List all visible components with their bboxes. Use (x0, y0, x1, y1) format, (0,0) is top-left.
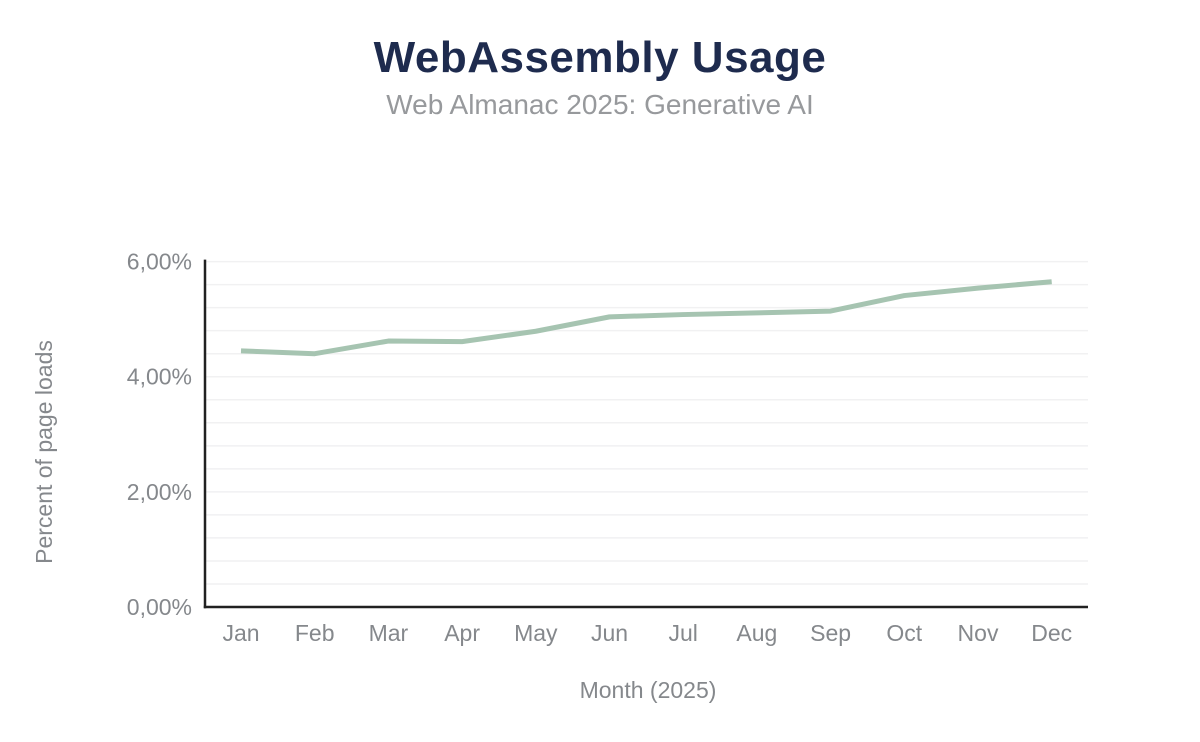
x-tick-label: Oct (886, 620, 922, 646)
x-tick-label: Jan (222, 620, 259, 646)
y-tick-label: 0,00% (127, 594, 192, 620)
x-tick-label: Nov (958, 620, 999, 646)
x-tick-label: Apr (444, 620, 480, 646)
chart-title: WebAssembly Usage (373, 33, 827, 82)
x-tick-label: Jun (591, 620, 628, 646)
y-tick-label: 2,00% (127, 479, 192, 505)
y-tick-label: 4,00% (127, 364, 192, 390)
x-tick-label: Dec (1031, 620, 1072, 646)
x-tick-label: May (514, 620, 558, 646)
x-tick-label: Aug (736, 620, 777, 646)
chart-subtitle: Web Almanac 2025: Generative AI (386, 89, 814, 120)
series-line (240, 279, 1052, 357)
x-tick-label: Feb (295, 620, 335, 646)
x-tick-label: Sep (810, 620, 851, 646)
x-tick-label: Jul (668, 620, 697, 646)
x-tick-label: Mar (369, 620, 409, 646)
y-axis-title: Percent of page loads (31, 340, 57, 564)
x-axis-title: Month (2025) (580, 677, 717, 703)
y-tick-label: 6,00% (127, 249, 192, 275)
